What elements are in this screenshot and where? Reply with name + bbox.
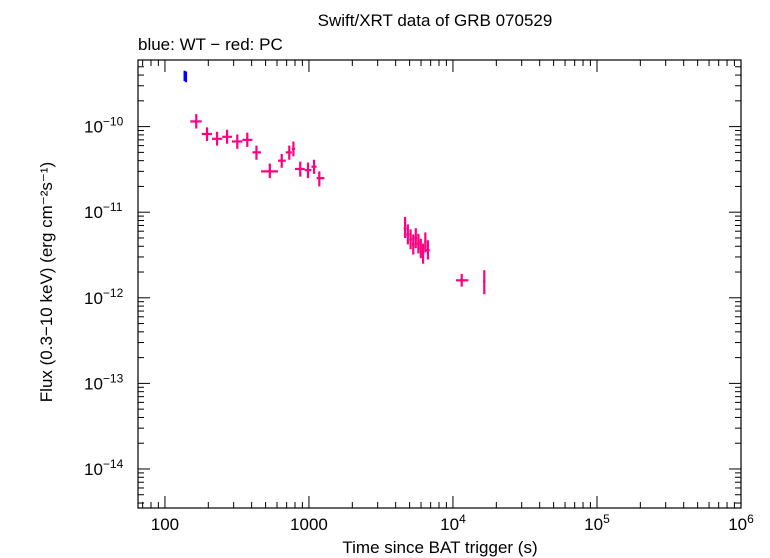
y-tick-label: 10−11 — [84, 200, 123, 222]
pc-data-point — [456, 273, 469, 287]
x-axis-ticks: 100 1000 104 105 106 — [151, 512, 754, 534]
pc-data-point — [421, 243, 425, 264]
pc-data-point — [285, 145, 292, 160]
chart-title: Swift/XRT data of GRB 070529 — [318, 11, 553, 30]
pc-data-point — [426, 240, 430, 260]
data-points — [183, 70, 486, 295]
pc-data-point — [311, 159, 317, 174]
plot-frame — [137, 59, 742, 509]
x-axis-label: Time since BAT trigger (s) — [342, 538, 537, 557]
x-tick-label: 104 — [440, 512, 466, 534]
y-tick-label: 10−14 — [84, 457, 124, 479]
pc-data-point — [409, 229, 412, 250]
x-axis-minor-ticks — [142, 60, 742, 508]
pc-data-point — [304, 162, 312, 179]
y-tick-label: 10−13 — [84, 371, 124, 393]
x-tick-label: 1000 — [290, 515, 328, 534]
pc-data-point — [406, 224, 410, 245]
pc-data-point — [190, 114, 202, 129]
pc-data-point — [231, 134, 243, 149]
pc-data-point — [291, 141, 296, 157]
wt-data-point — [184, 71, 188, 83]
y-tick-label: 10−10 — [84, 115, 124, 137]
pc-data-point — [316, 171, 325, 187]
x-tick-label: 100 — [151, 515, 179, 534]
pc-data-point — [201, 127, 212, 141]
pc-data-point — [424, 232, 427, 253]
chart-subtitle: blue: WT − red: PC — [138, 35, 283, 54]
y-axis-label: Flux (0.3−10 keV) (erg cm⁻²s⁻¹) — [37, 162, 56, 402]
pc-data-point — [483, 270, 486, 295]
y-axis-ticks: 10−10 10−11 10−12 10−13 10−14 — [84, 115, 124, 479]
pc-data-point — [242, 132, 253, 147]
pc-data-point — [278, 153, 286, 168]
pc-data-point — [295, 161, 305, 177]
pc-data-point — [222, 129, 232, 144]
pc-data-point — [403, 216, 407, 238]
x-tick-label: 105 — [584, 512, 610, 534]
pc-data-point — [261, 163, 279, 179]
pc-data-point — [419, 238, 422, 259]
pc-data-point — [417, 233, 420, 254]
x-tick-label: 106 — [728, 512, 754, 534]
pc-data-point — [411, 234, 415, 255]
pc-data-point — [252, 145, 262, 160]
pc-data-point — [414, 228, 418, 249]
pc-data-point — [211, 131, 223, 146]
y-tick-label: 10−12 — [84, 286, 124, 308]
y-axis-minor-ticks — [138, 59, 741, 504]
